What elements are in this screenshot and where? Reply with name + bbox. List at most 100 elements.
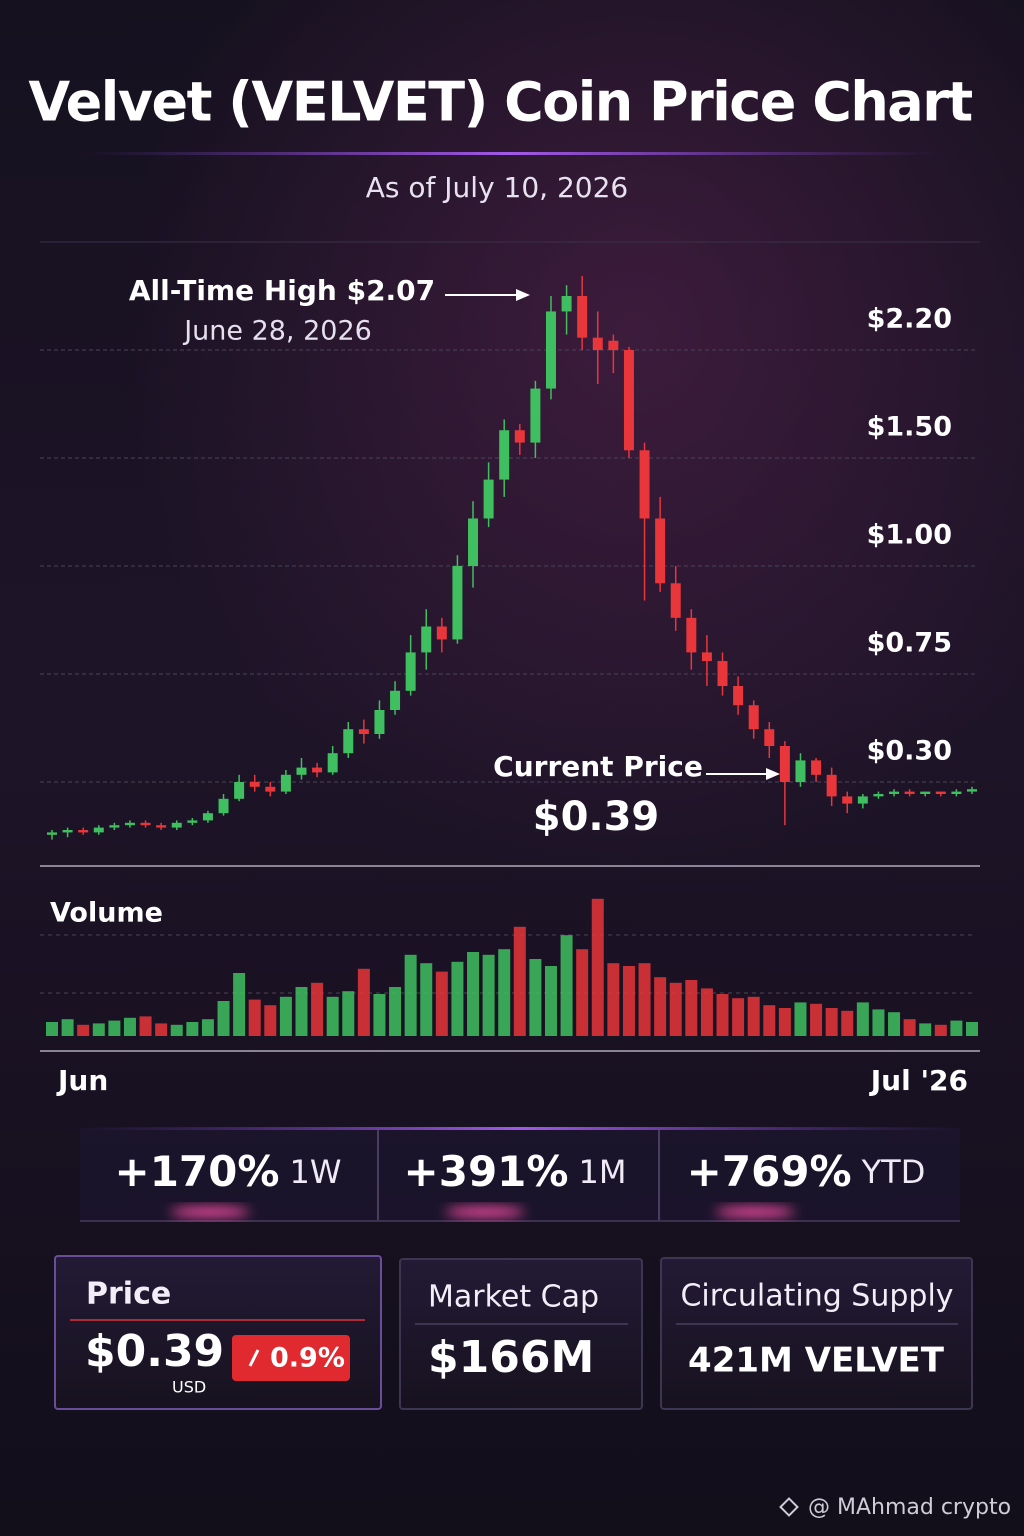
ath-label: All-Time High $2.07 (129, 274, 435, 307)
volume-bar (123, 1017, 136, 1036)
candle-body (889, 791, 900, 794)
volume-bar (139, 1016, 152, 1036)
volume-bar (794, 1002, 807, 1036)
candle-body (78, 830, 89, 833)
volume-bar (919, 1023, 932, 1036)
volume-bar (77, 1024, 90, 1036)
stat-change: +769% (687, 1147, 852, 1196)
candle-body (873, 794, 884, 797)
stat-change: +170% (115, 1147, 280, 1196)
current-label: Current Price (493, 750, 703, 783)
candle-body (187, 820, 198, 823)
stat-glow (170, 1207, 250, 1217)
watermark-logo (779, 1497, 799, 1517)
stat-period: YTD (861, 1153, 926, 1191)
chart-subtitle: As of July 10, 2026 (366, 171, 628, 204)
change-icon (248, 1349, 260, 1367)
market-cap-value: $166M (428, 1332, 594, 1383)
x-tick-label: Jun (56, 1064, 108, 1097)
stat-1w: +170% 1W (115, 1147, 342, 1196)
volume-bar (903, 1019, 916, 1036)
candle-body (47, 832, 57, 835)
volume-bar (326, 996, 339, 1036)
title-divider (80, 152, 940, 155)
candle-body (202, 813, 213, 821)
price-change: 0.9% (270, 1343, 345, 1374)
volume-bar (966, 1022, 978, 1036)
candle-body (717, 661, 728, 686)
candle-body (795, 760, 806, 782)
volume-bar (872, 1009, 885, 1036)
candle-body (779, 746, 790, 782)
candle-body (468, 518, 479, 566)
volume-bar (498, 949, 511, 1036)
ath-arrowhead (516, 289, 530, 301)
candle-body (514, 430, 525, 443)
candle-body (701, 652, 712, 662)
x-labels: Jun Jul '26 (56, 1064, 968, 1097)
volume-bar (716, 994, 729, 1036)
volume-bar (747, 996, 760, 1036)
stats-top-line (80, 1127, 960, 1130)
volume-bars (46, 898, 978, 1036)
stat-glow (715, 1207, 795, 1217)
candle-body (967, 789, 977, 792)
watermark-icon (779, 1497, 799, 1517)
volume-bar (934, 1024, 947, 1036)
volume-bar (591, 898, 604, 1036)
y-tick-label: $1.00 (867, 520, 952, 551)
current-arrowhead (766, 768, 780, 780)
candle-body (545, 311, 556, 389)
candle-body (327, 753, 338, 773)
candle-body (623, 350, 634, 451)
candle-body (670, 583, 681, 618)
candle-body (452, 566, 463, 640)
volume-bar (186, 1022, 199, 1036)
candle-body (499, 430, 510, 480)
volume-bar (233, 973, 246, 1036)
y-tick-label: $1.50 (867, 412, 952, 443)
candle-body (811, 760, 822, 775)
volume-bar (92, 1023, 105, 1036)
candle-body (826, 774, 837, 797)
chart-title: Velvet (VELVET) Coin Price Chart (28, 71, 972, 134)
volume-bar (155, 1023, 168, 1036)
volume-bar (856, 1002, 869, 1036)
candle-body (561, 296, 572, 312)
volume-bar (108, 1020, 121, 1036)
volume-bar (576, 949, 589, 1036)
volume-bar (888, 1012, 901, 1036)
candle-body (639, 450, 650, 519)
y-tick-label: $0.30 (867, 736, 952, 767)
volume-bar (654, 977, 667, 1036)
stats-band (80, 1128, 960, 1222)
candle-body (140, 822, 151, 826)
candle-body (234, 782, 245, 799)
candle-body (62, 830, 73, 833)
volume-bar (264, 1005, 277, 1036)
volume-bar (841, 1010, 854, 1036)
candle-body (358, 729, 369, 734)
volume-bar (544, 966, 557, 1036)
candle-body (171, 822, 182, 828)
candle-body (842, 796, 853, 804)
candle-body (296, 767, 307, 775)
volume-bar (700, 988, 713, 1036)
volume-label: Volume (50, 898, 163, 929)
candle-body (951, 791, 962, 794)
supply-card (660, 1257, 973, 1410)
volume-bar (451, 961, 464, 1036)
candle-body (390, 690, 401, 710)
volume-bar (622, 966, 635, 1036)
volume-bar (201, 1019, 214, 1036)
y-tick-label: $2.20 (867, 304, 952, 335)
candle-body (483, 479, 494, 519)
candle-body (655, 518, 666, 584)
candle-body (218, 798, 229, 814)
volume-bar (404, 954, 417, 1036)
price-card-unit: USD (172, 1378, 206, 1397)
current-price: $0.39 (533, 794, 660, 840)
candle-body (436, 626, 447, 640)
candle-body (265, 786, 276, 792)
